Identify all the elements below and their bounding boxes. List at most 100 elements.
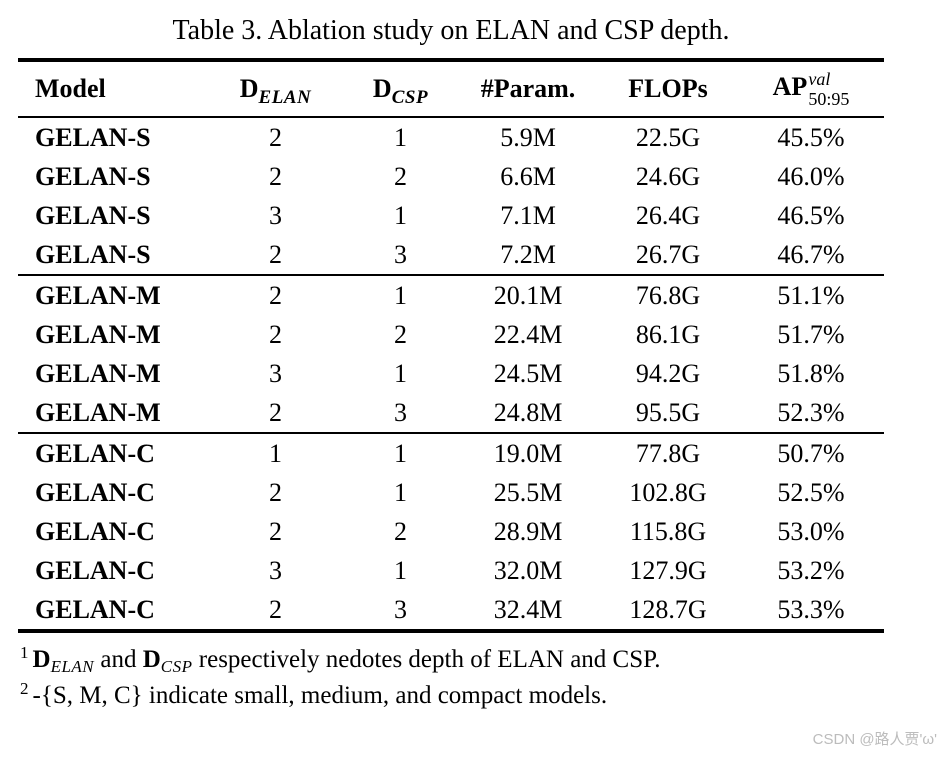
cell-model: GELAN-S: [35, 161, 151, 191]
cell-flops: 76.8G: [635, 280, 701, 310]
cell-d-elan: 2: [269, 161, 282, 191]
cell-d-csp: 1: [394, 438, 407, 468]
cell-ap: 50.7%: [777, 438, 845, 468]
table-row: GELAN-M 3 1 24.5M 94.2G 51.8%: [18, 354, 884, 393]
cell-params: 7.2M: [500, 239, 556, 269]
cell-d-elan: 2: [269, 239, 282, 269]
footnote-1-marker: 1: [20, 643, 29, 662]
footnote-1-d-csp-base: D: [142, 646, 161, 673]
col-header-ap: AP val 50:95: [738, 60, 884, 117]
cell-params: 19.0M: [493, 438, 563, 468]
cell-ap: 53.3%: [777, 594, 845, 624]
ap-subscript: 50:95: [808, 89, 850, 109]
footnotes: 1 DELAN and DCSP respectively nedotes dep…: [20, 642, 946, 714]
cell-d-csp: 1: [394, 555, 407, 585]
footnote-1-d-csp-subscript: CSP: [160, 657, 193, 676]
cell-d-elan: 2: [269, 397, 282, 427]
cell-params: 22.4M: [493, 319, 563, 349]
cell-d-elan: 3: [269, 555, 282, 585]
cell-model: GELAN-M: [35, 397, 161, 427]
ablation-table: Model DELAN DCSP #Param. FLOPs AP val 50:9…: [18, 58, 884, 633]
cell-flops: 22.5G: [635, 122, 701, 152]
table-row: GELAN-M 2 2 22.4M 86.1G 51.7%: [18, 315, 884, 354]
ap-superscript: val: [808, 69, 831, 90]
cell-d-elan: 3: [269, 358, 282, 388]
cell-d-csp: 2: [394, 319, 407, 349]
cell-params: 7.1M: [500, 200, 556, 230]
table-row: GELAN-C 3 1 32.0M 127.9G 53.2%: [18, 551, 884, 590]
cell-ap: 51.8%: [777, 358, 845, 388]
cell-ap: 53.0%: [777, 516, 845, 546]
cell-params: 24.5M: [493, 358, 563, 388]
footnote-1-mid-text: and: [94, 646, 143, 673]
cell-model: GELAN-M: [35, 319, 161, 349]
table-group-gelan-c: GELAN-C 1 1 19.0M 77.8G 50.7% GELAN-C 2 1 25.5M 10…: [18, 433, 884, 631]
cell-flops: 127.9G: [629, 555, 707, 585]
cell-params: 28.9M: [493, 516, 563, 546]
cell-d-elan: 2: [269, 319, 282, 349]
cell-model: GELAN-C: [35, 594, 155, 624]
footnote-1-d-elan-base: D: [32, 646, 51, 673]
footnote-2-text: -{S, M, C} indicate small, medium, and c…: [32, 682, 608, 709]
cell-ap: 46.0%: [777, 161, 845, 191]
footnote-1-d-elan-subscript: ELAN: [50, 657, 95, 676]
table-row: GELAN-C 2 1 25.5M 102.8G 52.5%: [18, 473, 884, 512]
cell-flops: 102.8G: [629, 477, 707, 507]
cell-flops: 77.8G: [635, 438, 701, 468]
cell-d-csp: 1: [394, 200, 407, 230]
table-row: GELAN-S 3 1 7.1M 26.4G 46.5%: [18, 196, 884, 235]
cell-model: GELAN-M: [35, 280, 161, 310]
cell-flops: 86.1G: [635, 319, 701, 349]
cell-model: GELAN-S: [35, 239, 151, 269]
col-header-params: #Param.: [480, 74, 576, 103]
cell-flops: 94.2G: [635, 358, 701, 388]
cell-flops: 115.8G: [629, 516, 707, 546]
footnote-1: 1 DELAN and DCSP respectively nedotes dep…: [20, 642, 946, 678]
col-header-d-csp: DCSP: [343, 60, 458, 117]
cell-flops: 128.7G: [629, 594, 707, 624]
d-csp-subscript: CSP: [391, 87, 429, 108]
cell-params: 32.0M: [493, 555, 563, 585]
footnote-2-marker: 2: [20, 679, 29, 698]
cell-flops: 26.4G: [635, 200, 701, 230]
cell-ap: 53.2%: [777, 555, 845, 585]
ap-sup-sub: val 50:95: [808, 69, 850, 110]
table-header-row: Model DELAN DCSP #Param. FLOPs AP val 50:9…: [18, 60, 884, 117]
cell-ap: 51.1%: [777, 280, 845, 310]
footnote-2: 2 -{S, M, C} indicate small, medium, and …: [20, 678, 946, 714]
cell-d-csp: 3: [394, 397, 407, 427]
cell-model: GELAN-M: [35, 358, 161, 388]
cell-model: GELAN-S: [35, 200, 151, 230]
cell-model: GELAN-C: [35, 555, 155, 585]
watermark: CSDN @路人贾'ω': [812, 731, 937, 748]
table-row: GELAN-M 2 3 24.8M 95.5G 52.3%: [18, 393, 884, 433]
cell-ap: 45.5%: [777, 122, 845, 152]
col-header-flops: FLOPs: [628, 74, 708, 103]
table-row: GELAN-C 2 3 32.4M 128.7G 53.3%: [18, 590, 884, 631]
cell-d-elan: 1: [269, 438, 282, 468]
cell-params: 24.8M: [493, 397, 563, 427]
cell-params: 25.5M: [493, 477, 563, 507]
cell-d-csp: 2: [394, 516, 407, 546]
table-group-gelan-m: GELAN-M 2 1 20.1M 76.8G 51.1% GELAN-M 2 2 22.4M 86…: [18, 275, 884, 433]
d-elan-base: D: [239, 74, 259, 103]
cell-flops: 95.5G: [635, 397, 701, 427]
cell-d-elan: 2: [269, 280, 282, 310]
cell-model: GELAN-C: [35, 438, 155, 468]
table-row: GELAN-S 2 2 6.6M 24.6G 46.0%: [18, 157, 884, 196]
cell-d-elan: 2: [269, 594, 282, 624]
table-row: GELAN-C 2 2 28.9M 115.8G 53.0%: [18, 512, 884, 551]
cell-d-elan: 2: [269, 516, 282, 546]
table-row: GELAN-S 2 1 5.9M 22.5G 45.5%: [18, 117, 884, 157]
cell-d-csp: 1: [394, 477, 407, 507]
cell-params: 6.6M: [500, 161, 556, 191]
table-group-gelan-s: GELAN-S 2 1 5.9M 22.5G 45.5% GELAN-S 2 2 6.6M 24.6…: [18, 117, 884, 275]
cell-d-csp: 3: [394, 594, 407, 624]
cell-d-csp: 1: [394, 280, 407, 310]
cell-d-elan: 2: [269, 122, 282, 152]
d-elan-subscript: ELAN: [258, 87, 312, 108]
cell-d-csp: 1: [394, 358, 407, 388]
cell-d-csp: 3: [394, 239, 407, 269]
cell-ap: 52.5%: [777, 477, 845, 507]
cell-ap: 52.3%: [777, 397, 845, 427]
